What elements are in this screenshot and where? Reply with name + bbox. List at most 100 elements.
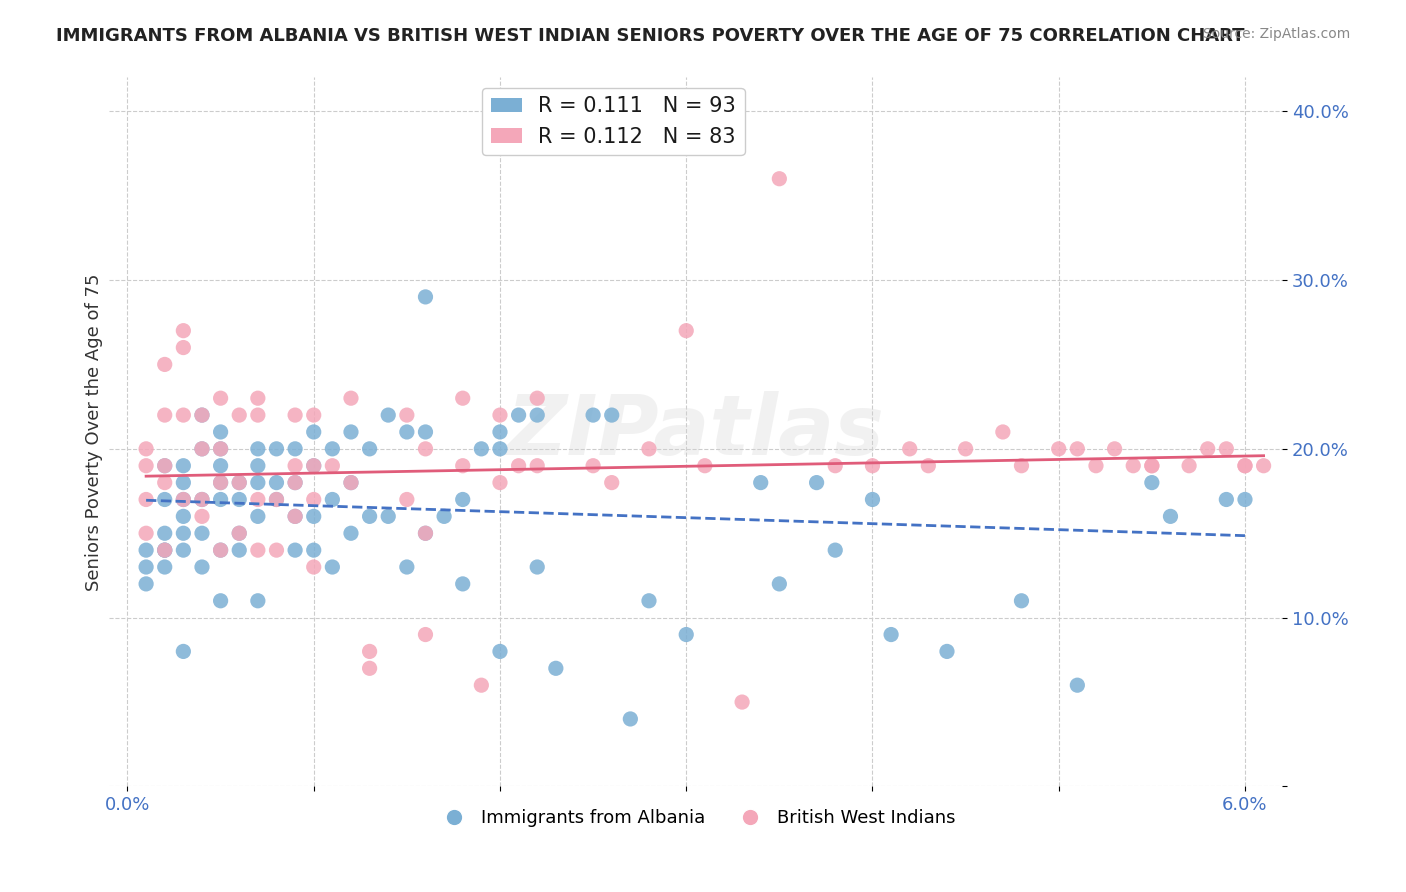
Point bbox=[1178, 458, 1201, 473]
Point bbox=[209, 543, 232, 558]
Point bbox=[284, 543, 307, 558]
Point bbox=[768, 171, 790, 186]
Point bbox=[246, 442, 269, 456]
Point bbox=[340, 475, 363, 490]
Point bbox=[415, 526, 437, 541]
Point bbox=[302, 492, 325, 507]
Point bbox=[246, 509, 269, 524]
Point bbox=[340, 475, 363, 490]
Point bbox=[1253, 458, 1275, 473]
Point bbox=[321, 458, 343, 473]
Point bbox=[191, 442, 214, 456]
Point bbox=[1084, 458, 1107, 473]
Point bbox=[284, 509, 307, 524]
Point bbox=[153, 358, 176, 372]
Point bbox=[172, 492, 194, 507]
Point bbox=[302, 560, 325, 574]
Point bbox=[153, 408, 176, 422]
Point bbox=[302, 408, 325, 422]
Point bbox=[806, 475, 828, 490]
Point bbox=[266, 492, 288, 507]
Point bbox=[191, 509, 214, 524]
Point bbox=[209, 442, 232, 456]
Point bbox=[302, 458, 325, 473]
Point bbox=[1066, 442, 1088, 456]
Point bbox=[228, 475, 250, 490]
Point bbox=[302, 509, 325, 524]
Point bbox=[172, 458, 194, 473]
Point bbox=[321, 442, 343, 456]
Point bbox=[153, 475, 176, 490]
Point bbox=[284, 458, 307, 473]
Point bbox=[359, 644, 381, 658]
Point bbox=[415, 442, 437, 456]
Point bbox=[172, 324, 194, 338]
Point bbox=[489, 408, 512, 422]
Point bbox=[1140, 458, 1163, 473]
Point bbox=[451, 391, 474, 405]
Point bbox=[153, 543, 176, 558]
Point bbox=[153, 543, 176, 558]
Text: ZIPatlas: ZIPatlas bbox=[506, 392, 884, 473]
Point bbox=[451, 492, 474, 507]
Point bbox=[172, 509, 194, 524]
Point bbox=[191, 560, 214, 574]
Point bbox=[172, 543, 194, 558]
Point bbox=[246, 543, 269, 558]
Point bbox=[526, 560, 548, 574]
Point bbox=[172, 341, 194, 355]
Point bbox=[768, 577, 790, 591]
Point bbox=[153, 560, 176, 574]
Point bbox=[693, 121, 716, 136]
Point bbox=[508, 408, 530, 422]
Point bbox=[266, 442, 288, 456]
Point bbox=[321, 560, 343, 574]
Point bbox=[395, 425, 418, 439]
Point bbox=[489, 425, 512, 439]
Point bbox=[1104, 442, 1126, 456]
Point bbox=[377, 509, 399, 524]
Point bbox=[246, 594, 269, 608]
Point bbox=[209, 391, 232, 405]
Point bbox=[489, 644, 512, 658]
Point bbox=[508, 458, 530, 473]
Point bbox=[340, 425, 363, 439]
Point bbox=[135, 543, 157, 558]
Point bbox=[340, 526, 363, 541]
Point bbox=[824, 458, 846, 473]
Point bbox=[284, 442, 307, 456]
Point bbox=[266, 475, 288, 490]
Point bbox=[209, 475, 232, 490]
Point bbox=[1047, 442, 1070, 456]
Point bbox=[228, 492, 250, 507]
Point bbox=[359, 442, 381, 456]
Point bbox=[917, 458, 939, 473]
Point bbox=[526, 458, 548, 473]
Point bbox=[415, 425, 437, 439]
Point bbox=[544, 661, 567, 675]
Point bbox=[377, 408, 399, 422]
Point bbox=[209, 425, 232, 439]
Point bbox=[191, 492, 214, 507]
Point bbox=[172, 408, 194, 422]
Point bbox=[955, 442, 977, 456]
Point bbox=[284, 509, 307, 524]
Point bbox=[191, 408, 214, 422]
Point bbox=[209, 594, 232, 608]
Point bbox=[1140, 475, 1163, 490]
Point bbox=[135, 577, 157, 591]
Point bbox=[209, 492, 232, 507]
Point bbox=[395, 408, 418, 422]
Point bbox=[246, 492, 269, 507]
Point bbox=[153, 526, 176, 541]
Point bbox=[228, 526, 250, 541]
Point bbox=[153, 492, 176, 507]
Point bbox=[638, 442, 661, 456]
Point bbox=[526, 391, 548, 405]
Point bbox=[1215, 492, 1237, 507]
Point bbox=[936, 644, 959, 658]
Point bbox=[191, 492, 214, 507]
Point bbox=[395, 560, 418, 574]
Point bbox=[470, 678, 492, 692]
Point bbox=[153, 458, 176, 473]
